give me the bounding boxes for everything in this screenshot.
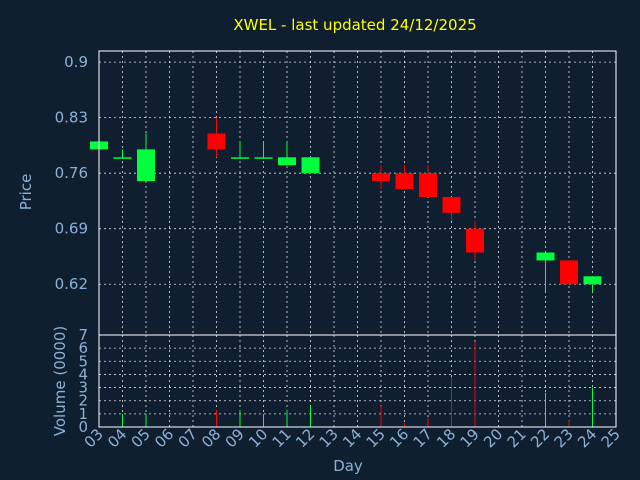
x-axis-label: Day: [333, 457, 363, 475]
x-tick-label: 08: [198, 425, 224, 451]
price-tick-label: 0.69: [55, 220, 88, 238]
x-tick-label: 16: [386, 425, 412, 451]
x-tick-label: 19: [457, 425, 483, 451]
volume-axis-label: Volume (0000): [51, 326, 69, 436]
x-tick-label: 18: [433, 425, 459, 451]
candle-body: [583, 276, 602, 285]
volume-tick-label: 4: [78, 365, 88, 383]
x-tick-label: 12: [292, 425, 318, 451]
price-tick-label: 0.76: [55, 164, 88, 182]
x-tick-label: 13: [316, 425, 342, 451]
volume-tick-label: 7: [78, 326, 88, 344]
price-tick-label: 0.62: [55, 275, 88, 293]
candle-body: [395, 173, 414, 190]
candle-body: [137, 149, 155, 182]
x-tick-label: 10: [245, 425, 271, 451]
volume-layer: [98, 341, 593, 427]
x-tick-label: 21: [504, 425, 530, 451]
x-tick-label: 09: [222, 425, 248, 451]
volume-tick-label: 2: [78, 392, 88, 410]
x-tick-label: 24: [574, 425, 600, 451]
x-tick-label: 05: [128, 425, 154, 451]
price-tick-label: 0.83: [55, 109, 88, 127]
volume-tick-label: 5: [78, 352, 88, 370]
candle-body: [466, 228, 484, 253]
candle-body: [113, 157, 132, 159]
x-tick-label: 17: [410, 425, 436, 451]
candle-body: [442, 196, 461, 213]
x-tick-label: 06: [151, 425, 177, 451]
x-tick-label: 22: [527, 425, 553, 451]
x-tick-label: 23: [551, 425, 577, 451]
price-axis-label: Price: [17, 174, 35, 211]
candle-body: [372, 173, 390, 182]
volume-tick-label: 3: [78, 379, 88, 397]
x-tick-label: 15: [363, 425, 389, 451]
x-tick-label: 20: [480, 425, 506, 451]
x-tick-label: 14: [339, 425, 365, 451]
x-tick-label: 11: [269, 425, 295, 451]
candle-body: [536, 252, 555, 261]
candle-body: [278, 157, 296, 166]
candle-body: [419, 173, 437, 197]
volume-panel-frame: [98, 334, 617, 428]
grid-layer: [99, 51, 616, 427]
x-tick-label: 07: [175, 425, 201, 451]
candle-body: [207, 133, 226, 150]
tick-layer: 0304050607080910111213141516171819202122…: [55, 53, 624, 451]
chart-title: XWEL - last updated 24/12/2025: [233, 16, 476, 34]
candle-body: [301, 157, 320, 174]
candle-body: [560, 260, 578, 285]
x-tick-label: 04: [104, 425, 130, 451]
candle-layer: [90, 117, 602, 293]
volume-tick-label: 6: [78, 339, 88, 357]
x-tick-label: 25: [598, 425, 624, 451]
volume-tick-label: 1: [78, 405, 88, 423]
volume-tick-label: 0: [78, 418, 88, 436]
price-tick-label: 0.9: [64, 53, 88, 71]
candle-body: [254, 157, 273, 159]
candle-body: [231, 157, 249, 159]
